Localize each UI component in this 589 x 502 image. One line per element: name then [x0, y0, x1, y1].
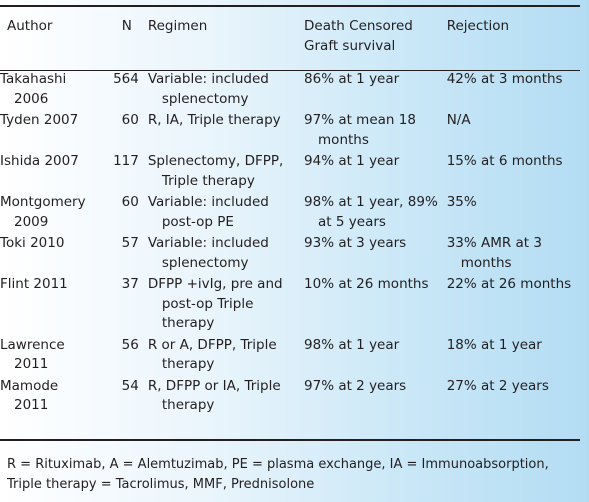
cell-rejection: 18% at 1 year — [446, 336, 542, 353]
cell-regimen: R, DFPP or IA, Triple therapy — [147, 377, 281, 414]
cell-author: Mamode 2011 — [0, 377, 59, 414]
cell-author: Lawrence 2011 — [0, 336, 65, 373]
cell-survival: 10% at 26 months — [304, 276, 429, 292]
cell-n: 37 — [121, 276, 139, 292]
header-rejection: Rejection — [446, 18, 510, 34]
cell-rejection: 35% — [446, 194, 477, 210]
cell-regimen: R or A, DFPP, Triple therapy — [147, 336, 277, 373]
table-row: Takahashi 2006 564 Variable: included sp… — [0, 70, 580, 111]
table-row: Flint 2011 37 DFPP +ivIg, pre and post-o… — [0, 275, 580, 336]
cell-survival: 97% at mean 18 months — [304, 112, 416, 148]
table-row: Tyden 2007 60 R, IA, Triple therapy 97% … — [0, 111, 580, 152]
cell-n: 564 — [113, 71, 139, 87]
cell-regimen: DFPP +ivIg, pre and post-op Triple thera… — [147, 276, 283, 331]
header-rule — [0, 70, 580, 71]
table-row: Montgomery 2009 60 Variable: included po… — [0, 193, 580, 234]
bottom-rule — [0, 439, 580, 441]
cell-survival: 94% at 1 year — [304, 153, 400, 169]
cell-survival: 98% at 1 year, 89% at 5 years — [304, 194, 438, 230]
cell-n: 60 — [121, 194, 139, 210]
cell-author: Takahashi 2006 — [0, 71, 67, 107]
cell-rejection: 22% at 26 months — [446, 276, 572, 292]
cell-rejection: N/A — [446, 112, 471, 128]
results-table: Author N Regimen Death Censored Graft su… — [0, 14, 580, 418]
top-rule — [0, 5, 580, 7]
table-footnote: R = Rituximab, A = Alemtuzimab, PE = pla… — [7, 457, 549, 492]
table-row: Toki 2010 57 Variable: included splenect… — [0, 234, 580, 275]
cell-survival: 98% at 1 year — [304, 336, 400, 353]
table-row: Mamode 2011 54 R, DFPP or IA, Triple the… — [0, 377, 580, 418]
cell-regimen: Splenectomy, DFPP, Triple therapy — [147, 153, 284, 189]
cell-survival: 86% at 1 year — [304, 71, 400, 87]
table-row: Lawrence 2011 56 R or A, DFPP, Triple th… — [0, 336, 580, 377]
header-author: Author — [7, 18, 53, 34]
cell-author: Flint 2011 — [0, 276, 68, 292]
header-regimen: Regimen — [147, 18, 208, 34]
cell-regimen: Variable: included splenectomy — [147, 235, 269, 271]
cell-rejection: 27% at 2 years — [446, 377, 549, 394]
cell-n: 57 — [121, 235, 139, 251]
header-n: N — [121, 18, 132, 34]
cell-regimen: Variable: included splenectomy — [147, 71, 269, 107]
cell-survival: 93% at 3 years — [304, 235, 407, 251]
cell-survival: 97% at 2 years — [304, 377, 407, 394]
cell-n: 117 — [113, 153, 139, 169]
cell-author: Tyden 2007 — [0, 112, 79, 128]
cell-author: Montgomery 2009 — [0, 194, 86, 230]
cell-rejection: 42% at 3 months — [446, 71, 563, 87]
cell-rejection: 33% AMR at 3 months — [446, 235, 542, 271]
table-row: Ishida 2007 117 Splenectomy, DFPP, Tripl… — [0, 152, 580, 193]
cell-rejection: 15% at 6 months — [446, 153, 563, 169]
table-header-row: Author N Regimen Death Censored Graft su… — [0, 14, 580, 70]
cell-author: Toki 2010 — [0, 235, 65, 251]
table-body: Takahashi 2006 564 Variable: included sp… — [0, 70, 580, 418]
cell-regimen: Variable: included post-op PE — [147, 194, 269, 230]
cell-n: 56 — [121, 336, 139, 353]
cell-n: 60 — [121, 112, 139, 128]
cell-n: 54 — [121, 377, 139, 394]
cell-regimen: R, IA, Triple therapy — [147, 112, 281, 128]
header-survival: Death Censored Graft survival — [304, 18, 413, 54]
cell-author: Ishida 2007 — [0, 153, 79, 169]
